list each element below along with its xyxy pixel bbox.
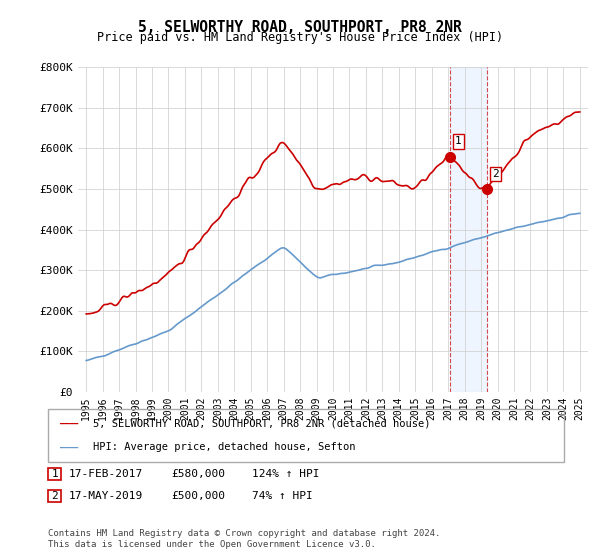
Text: 74% ↑ HPI: 74% ↑ HPI [252,491,313,501]
Text: ——: —— [60,416,78,431]
Bar [450,67,487,392]
Text: 5, SELWORTHY ROAD, SOUTHPORT, PR8 2NR (detached house): 5, SELWORTHY ROAD, SOUTHPORT, PR8 2NR (d… [93,419,431,429]
Text: 2: 2 [492,169,499,179]
Text: ——: —— [60,440,78,455]
Text: HPI: Average price, detached house, Sefton: HPI: Average price, detached house, Seft… [93,442,355,452]
Text: 17-FEB-2017: 17-FEB-2017 [69,469,143,479]
Text: 2: 2 [51,491,58,501]
Text: 124% ↑ HPI: 124% ↑ HPI [252,469,320,479]
Text: 5, SELWORTHY ROAD, SOUTHPORT, PR8 2NR: 5, SELWORTHY ROAD, SOUTHPORT, PR8 2NR [138,20,462,35]
Text: 1: 1 [51,469,58,479]
Text: £580,000: £580,000 [171,469,225,479]
Text: £500,000: £500,000 [171,491,225,501]
Text: Price paid vs. HM Land Registry's House Price Index (HPI): Price paid vs. HM Land Registry's House … [97,31,503,44]
Text: Contains HM Land Registry data © Crown copyright and database right 2024.
This d: Contains HM Land Registry data © Crown c… [48,529,440,549]
Text: 1: 1 [455,136,462,146]
Text: 17-MAY-2019: 17-MAY-2019 [69,491,143,501]
